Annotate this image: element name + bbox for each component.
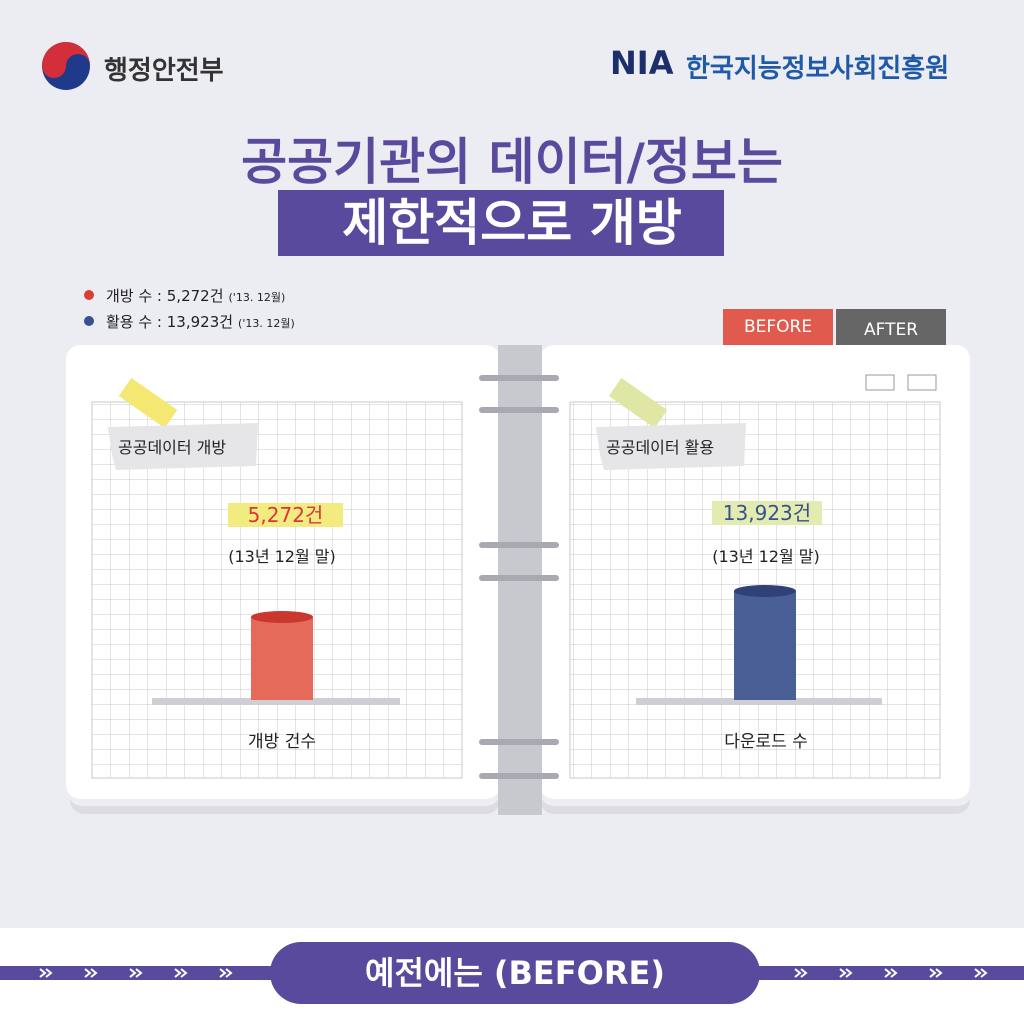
page-period: (13년 12월 말) [712,547,820,566]
ministry-name: 행정안전부 [104,56,224,86]
legend-note: ('13. 12월) [228,291,286,304]
page-tag: 공공데이터 활용 [606,438,715,457]
legend-label: 활용 수 : 13,923건 ('13. 12월) [106,313,295,331]
agency-abbr: NIA [610,44,674,82]
legend-dot [84,316,94,326]
legend-label: 개방 수 : 5,272건 ('13. 12월) [106,287,286,305]
axis-label: 다운로드 수 [724,732,808,752]
tab[interactable]: BEFORE [723,309,833,345]
legend-dot [84,290,94,300]
page-value: 5,272건 [247,503,324,527]
footer-arrows [0,942,1024,1004]
tab[interactable]: AFTER [836,309,946,347]
title-line: 공공기관의 데이터/정보는 [241,133,783,191]
footer-label: 예전에는 (BEFORE) [365,954,665,992]
legend-note: ('13. 12월) [238,317,295,330]
page-period: (13년 12월 말) [228,547,336,566]
title-line: 제한적으로 개방 [342,194,682,252]
agency-name: 한국지능정보사회진흥원 [686,54,950,84]
title-box [278,190,724,256]
axis-label: 개방 건수 [248,732,316,752]
ministry-logo [42,42,90,90]
page-value: 13,923건 [722,501,812,525]
page-tag: 공공데이터 개방 [118,438,227,457]
